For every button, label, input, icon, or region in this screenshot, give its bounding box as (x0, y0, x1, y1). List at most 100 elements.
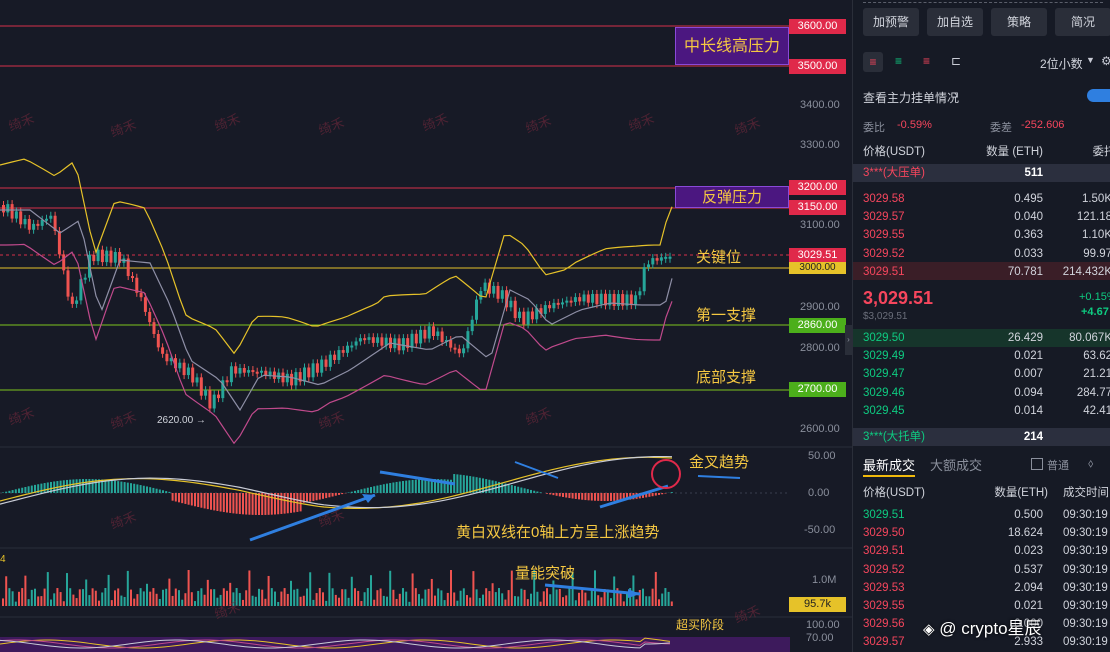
bid-row[interactable]: 3029.45 0.014 42.41 (863, 402, 1110, 420)
overview-button[interactable]: 简况 (1055, 8, 1110, 36)
filter-icon[interactable]: ⬨ (1088, 456, 1094, 470)
volume-bar (446, 592, 449, 606)
orderbook-buy-icon[interactable]: ≡ (895, 54, 903, 68)
trade-row[interactable]: 3029.53 2.094 09:30:19 (863, 579, 1110, 597)
change-pct: +0.15% (1079, 291, 1110, 303)
candle (410, 333, 414, 348)
macd-bar (421, 479, 424, 493)
volume-bar (466, 595, 468, 606)
macd-bar (120, 481, 123, 493)
trade-row[interactable]: 3029.56 0.000 09:30:19 (863, 615, 1110, 633)
normal-checkbox[interactable] (1031, 458, 1043, 470)
volume-bar (450, 570, 452, 606)
volume-bar (24, 575, 27, 606)
volume-bar (469, 597, 472, 606)
ask-row[interactable]: 3029.58 0.495 1.50K (863, 190, 1110, 208)
volume-bar (200, 588, 203, 606)
macd-bar (184, 493, 187, 504)
trade-row[interactable]: 3029.50 18.624 09:30:19 (863, 524, 1110, 542)
last-price-usd: $3,029.51 (863, 311, 908, 322)
macd-bar (165, 491, 168, 493)
trade-row[interactable]: 3029.57 2.933 09:30:19 (863, 633, 1110, 651)
bid-row[interactable]: 3029.50 26.429 80.067K (863, 329, 1110, 347)
volume-bar (658, 599, 660, 606)
strategy-button[interactable]: 策略 (991, 8, 1047, 36)
panel-collapse-handle[interactable]: › (845, 325, 852, 355)
macd-bar (504, 483, 507, 493)
macd-bar (510, 485, 513, 493)
candle (604, 293, 607, 306)
orderbook-sell-icon[interactable]: ≡ (923, 54, 931, 68)
bollinger-upper-line (0, 158, 673, 355)
volume-bar (72, 594, 75, 606)
volume-bar (126, 570, 129, 606)
volume-bar (53, 593, 56, 606)
volume-bar (360, 601, 363, 606)
add-alert-button[interactable]: 加预警 (863, 8, 919, 36)
bid-row[interactable]: 3029.46 0.094 284.77 (863, 384, 1110, 402)
macd-bar (590, 493, 593, 501)
volume-bar (261, 589, 264, 606)
binance-logo-icon: ◈ (923, 621, 935, 638)
candle (247, 370, 251, 373)
volume-bar (232, 592, 235, 606)
trade-time: 09:30:19 (1063, 545, 1108, 558)
trade-row[interactable]: 3029.55 0.021 09:30:19 (863, 597, 1110, 615)
volume-bar (546, 588, 548, 606)
settings-icon[interactable]: ⚙ (1101, 54, 1110, 68)
tab-latest-trades[interactable]: 最新成交 (863, 458, 916, 473)
macd-bar (610, 493, 612, 501)
volume-bar (341, 589, 344, 606)
decimal-select[interactable]: 2位小数 (1040, 57, 1083, 71)
trade-row[interactable]: 3029.52 0.537 09:30:19 (863, 561, 1110, 579)
macd-bar (46, 482, 49, 493)
macd-bar (232, 493, 235, 514)
volume-bar (280, 591, 283, 606)
trade-row[interactable]: 3029.51 0.500 09:30:19 (863, 506, 1110, 524)
chart-area[interactable]: 绮禾 绮禾 绮禾 绮禾 绮禾 绮禾 绮禾 绮禾 绮禾 绮禾 绮禾 绮禾 绮禾 绮… (0, 0, 852, 652)
main-orders-toggle[interactable] (1087, 89, 1110, 102)
candle (10, 204, 14, 219)
volume-bar (549, 594, 552, 606)
bid-price: 3029.46 (863, 386, 905, 399)
macd-bar (126, 482, 129, 493)
macd-bar (88, 479, 91, 493)
volume-bar (584, 592, 587, 606)
volume-bar (475, 589, 478, 606)
candle (492, 285, 496, 294)
tab-large-trades[interactable]: 大额成交 (930, 458, 983, 473)
golden-cross-circle (651, 459, 681, 489)
volume-label: 95.7k (789, 597, 846, 612)
orderbook-custom-icon[interactable]: ⊏ (951, 54, 962, 68)
chevron-right-icon[interactable]: › (954, 88, 958, 102)
candle (419, 329, 423, 344)
add-watchlist-button[interactable]: 加自选 (927, 8, 983, 36)
macd-dif-line (0, 456, 673, 509)
macd-bar (2, 492, 4, 493)
volume-bar (571, 572, 574, 606)
bid-row[interactable]: 3029.49 0.021 63.62 (863, 347, 1110, 365)
ask-row[interactable]: 3029.57 0.040 121.18 (863, 208, 1110, 226)
macd-bar (565, 493, 568, 498)
macd-bar (245, 493, 248, 515)
orderbook-both-icon[interactable]: ≡ (863, 52, 883, 72)
trade-qty: 0.023 (1014, 545, 1043, 558)
candle (440, 331, 444, 342)
volume-bar (443, 600, 446, 606)
axis-tick: 3100.00 (800, 219, 840, 231)
volume-bar (213, 589, 216, 606)
candle (457, 348, 461, 354)
ask-row[interactable]: 3029.52 0.033 99.97 (863, 245, 1110, 263)
bid-row[interactable]: 3029.47 0.007 21.21 (863, 365, 1110, 383)
ask-row[interactable]: 3029.51 70.781 214.432K (863, 263, 1110, 281)
oscillator-band (0, 637, 790, 652)
macd-bar (373, 486, 376, 493)
trade-row[interactable]: 3029.51 0.023 09:30:19 (863, 542, 1110, 560)
candle (444, 340, 448, 343)
volume-bar (277, 601, 280, 606)
main-orders-link[interactable]: 查看主力挂单情况 (863, 91, 960, 105)
macd-bar (478, 477, 481, 493)
volume-bar (568, 588, 571, 606)
ask-row[interactable]: 3029.55 0.363 1.10K (863, 226, 1110, 244)
chevron-down-icon[interactable]: ▼ (1086, 55, 1095, 65)
